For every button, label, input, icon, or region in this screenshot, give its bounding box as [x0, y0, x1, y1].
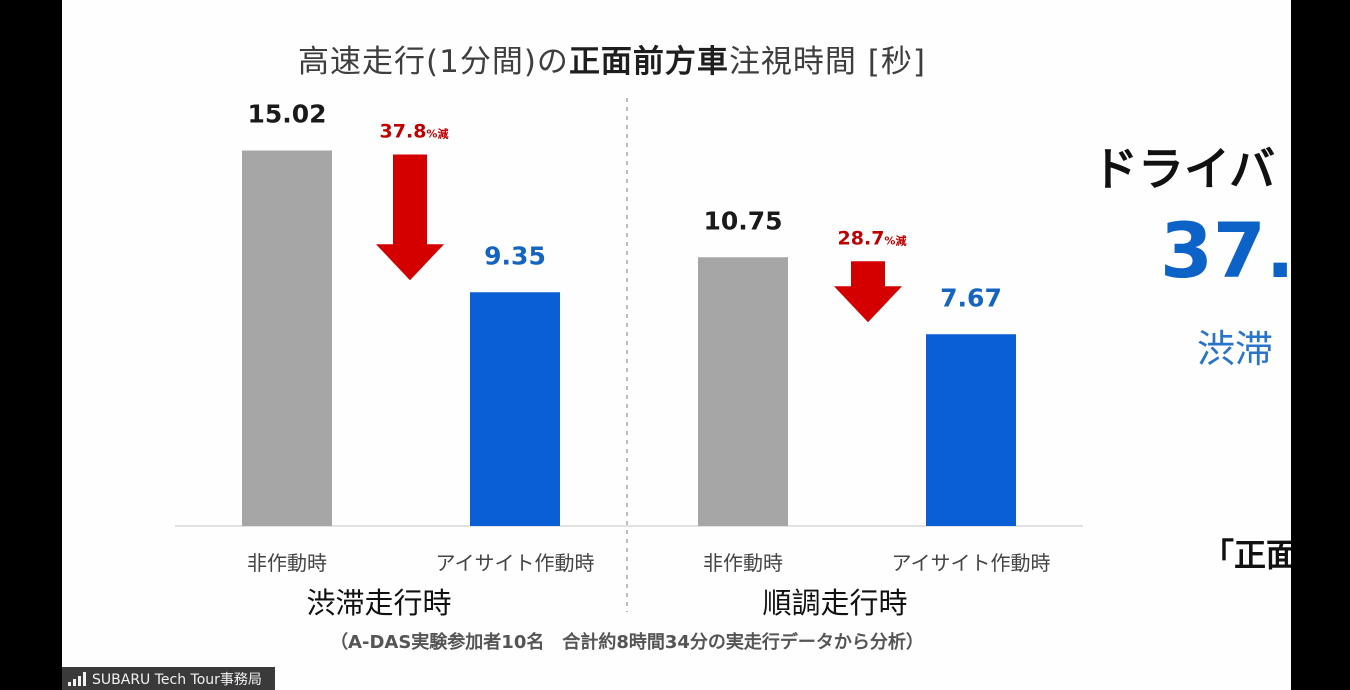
category-label: アイサイト作動時: [892, 551, 1051, 575]
participant-name-tag: SUBARU Tech Tour事務局: [62, 667, 275, 690]
participant-name: SUBARU Tech Tour事務局: [92, 671, 262, 688]
bar-value-label: 7.67: [940, 283, 1002, 312]
title-emphasis: 正面前方車: [568, 44, 729, 80]
footnote: （A-DAS実験参加者10名 合計約8時間34分の実走行データから分析）: [330, 632, 924, 653]
signal-bars-icon: [68, 671, 86, 686]
bar-value-label: 10.75: [703, 206, 782, 235]
bar-1-2: [470, 292, 560, 526]
bar-value-label: 15.02: [247, 100, 326, 129]
reduction-label: 37.8%減: [380, 121, 449, 143]
bar-1-1: [242, 150, 332, 526]
reduction-arrow: [376, 154, 444, 281]
side-bottom-text: 「正面: [1202, 536, 1291, 574]
reduction-arrow: [834, 261, 902, 323]
side-heading: ドライバ: [1092, 142, 1276, 196]
title-part-1: 高速走行(1分間)の: [298, 44, 569, 80]
reduction-label: 28.7%減: [838, 227, 907, 249]
bar-value-label: 9.35: [484, 241, 546, 270]
category-label: アイサイト作動時: [436, 551, 595, 575]
bar-2-1: [698, 257, 788, 526]
bar-2-2: [926, 334, 1016, 526]
group-label: 順調走行時: [762, 586, 907, 620]
side-percent: 37.: [1160, 206, 1291, 295]
category-label: 非作動時: [703, 551, 783, 575]
title-part-2: 注視時間 [秒]: [728, 44, 926, 80]
category-label: 非作動時: [247, 551, 327, 575]
group-label: 渋滞走行時: [306, 586, 451, 620]
side-subtext: 渋滞: [1197, 327, 1274, 371]
chart-title: 高速走行(1分間)の正面前方車注視時間 [秒]: [62, 36, 1162, 81]
presentation-slide: 高速走行(1分間)の正面前方車注視時間 [秒] 15.02 非作動時 9.35 アイサ…: [62, 0, 1291, 690]
